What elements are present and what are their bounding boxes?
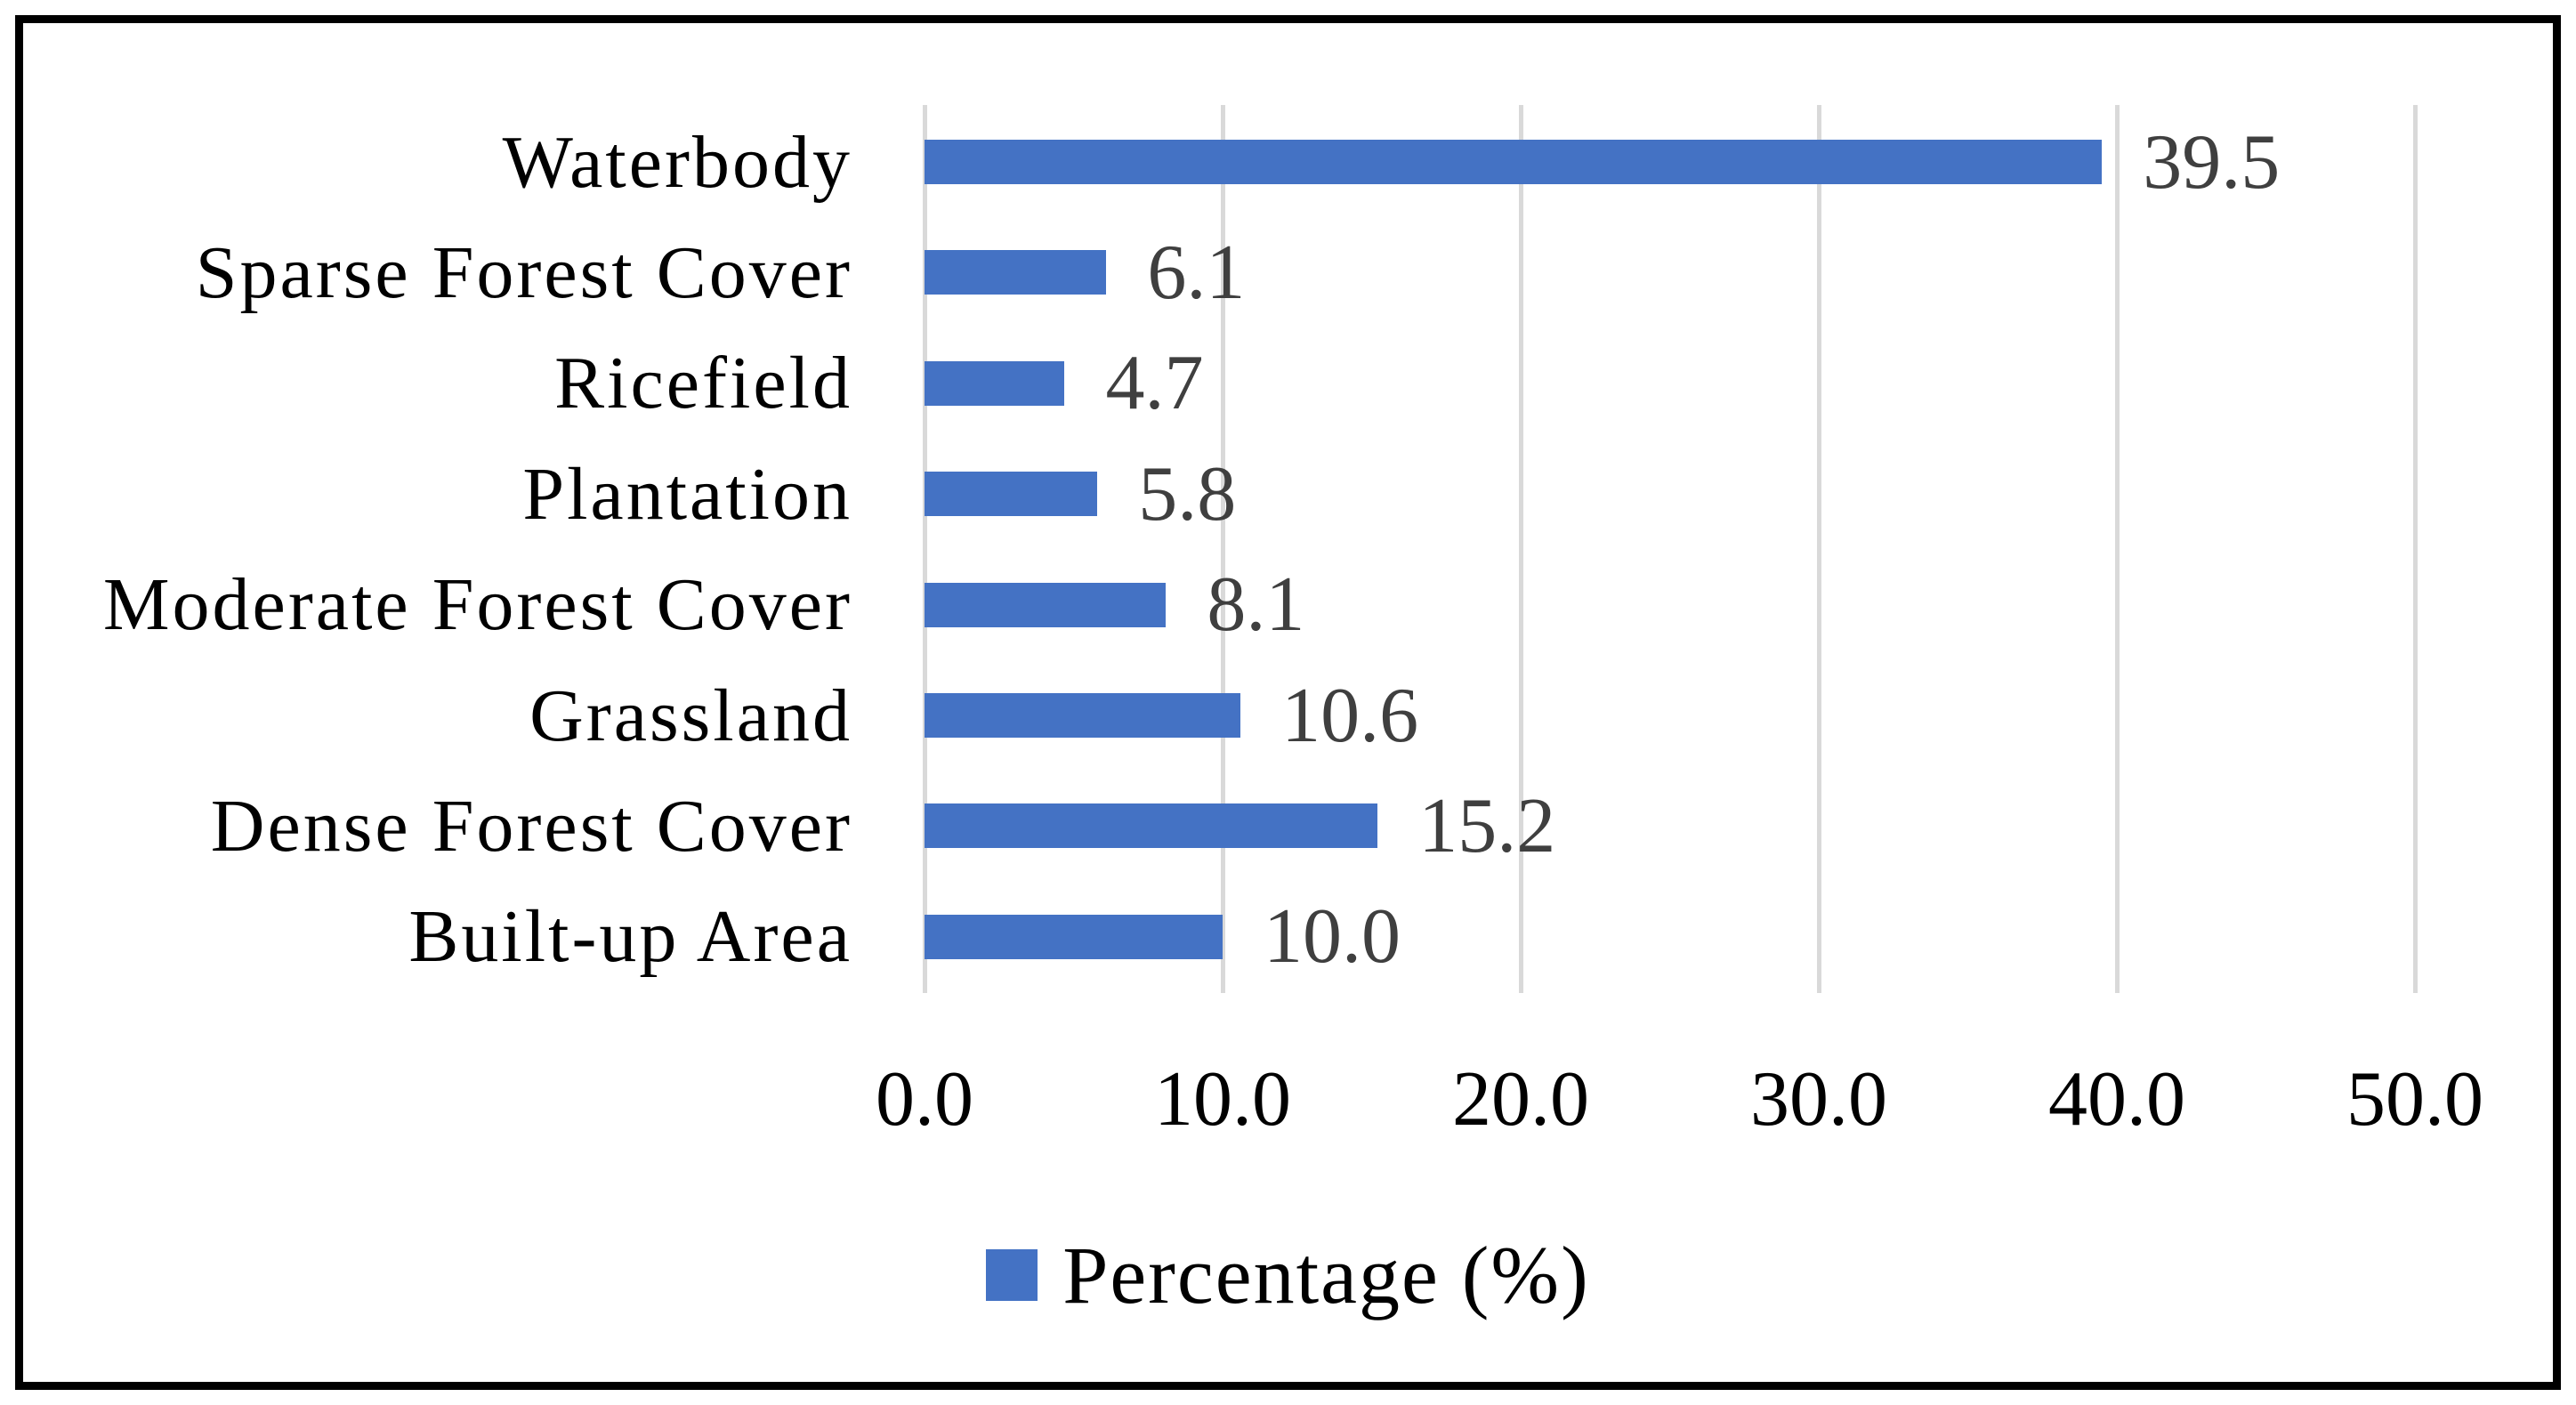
gridline <box>1816 105 1821 993</box>
gridline <box>2412 105 2418 993</box>
x-tick-label: 0.0 <box>876 1056 973 1143</box>
bar <box>925 250 1107 295</box>
value-label: 15.2 <box>1418 782 1556 869</box>
x-tick-label: 10.0 <box>1154 1056 1291 1143</box>
gridline <box>1518 105 1523 993</box>
bar <box>925 693 1241 738</box>
category-label: Grassland <box>529 674 852 757</box>
value-label: 6.1 <box>1147 229 1246 316</box>
value-label: 39.5 <box>2143 118 2281 206</box>
value-label: 10.6 <box>1281 672 1419 759</box>
value-label: 8.1 <box>1207 561 1305 649</box>
bar <box>925 472 1098 517</box>
x-tick-label: 30.0 <box>1750 1056 1887 1143</box>
value-label: 10.0 <box>1264 893 1401 981</box>
category-label: Plantation <box>522 452 852 536</box>
value-label: 5.8 <box>1138 450 1237 537</box>
legend-marker-square <box>986 1249 1038 1301</box>
bar <box>925 582 1167 627</box>
category-label: Built-up Area <box>408 895 852 979</box>
bar <box>925 360 1065 406</box>
legend-label: Percentage (%) <box>1062 1230 1590 1320</box>
bar <box>925 140 2103 184</box>
gridline <box>2114 105 2120 993</box>
gridline <box>1220 105 1225 993</box>
category-label: Ricefield <box>554 342 852 425</box>
value-label: 4.7 <box>1105 340 1204 427</box>
legend: Percentage (%) <box>0 1226 2576 1324</box>
x-tick-label: 50.0 <box>2346 1056 2483 1143</box>
x-tick-label: 40.0 <box>2048 1056 2185 1143</box>
category-label: Sparse Forest Cover <box>195 230 852 314</box>
category-label: Moderate Forest Cover <box>102 563 852 647</box>
bar <box>925 803 1378 849</box>
gridline <box>922 105 927 993</box>
category-label: Dense Forest Cover <box>210 784 852 868</box>
x-tick-label: 20.0 <box>1452 1056 1589 1143</box>
category-label: Waterbody <box>502 120 852 204</box>
bar <box>925 914 1223 959</box>
